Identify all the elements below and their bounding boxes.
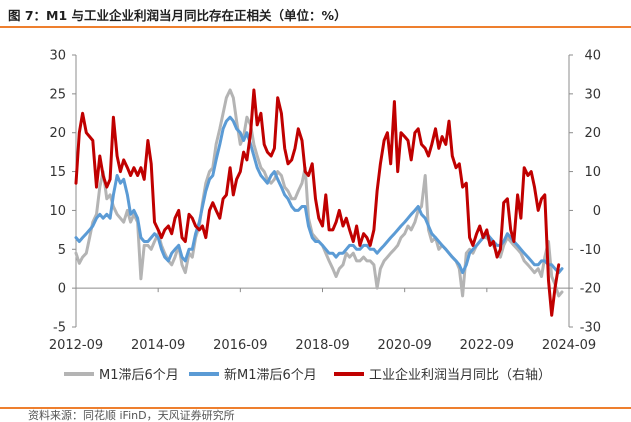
left-tick-label: 10 <box>49 204 66 219</box>
source-rule <box>0 407 631 409</box>
left-tick-label: 5 <box>58 243 66 258</box>
right-tick-label: 10 <box>584 165 601 180</box>
series-line-m1-lag <box>74 88 564 298</box>
right-tick-label: -30 <box>580 321 601 336</box>
legend-label: M1滞后6个月 <box>99 368 179 383</box>
series-line-profit-yoy <box>74 88 561 317</box>
right-tick-label: -20 <box>580 282 601 297</box>
left-tick-label: 15 <box>49 165 66 180</box>
chart-axes: -5 0 5 10 15 20 25 30 -30 -20 -10 0 10 20 30 40 2012-09 2… <box>49 49 601 354</box>
legend-label: 工业企业利润当月同比（右轴） <box>369 367 551 383</box>
legend-label: 新M1滞后6个月 <box>224 367 317 383</box>
left-tick-label: 25 <box>49 87 66 102</box>
chart-series <box>74 88 564 317</box>
left-tick-label: 0 <box>58 282 66 297</box>
x-tick-label: 2024-09 <box>542 338 596 353</box>
x-tick-label: 2012-09 <box>49 338 103 353</box>
right-tick-label: 20 <box>584 126 601 141</box>
x-tick-label: 2018-09 <box>295 338 349 353</box>
right-tick-label: 30 <box>584 87 601 102</box>
right-tick-label: 0 <box>593 204 601 219</box>
x-tick-label: 2014-09 <box>131 338 185 353</box>
title-rule <box>0 26 631 28</box>
x-tick-label: 2016-09 <box>213 338 267 353</box>
left-tick-label: 30 <box>49 49 66 64</box>
chart-title: 图 7：M1 与工业企业利润当月同比存在正相关（单位：%） <box>8 8 347 23</box>
right-tick-label: -10 <box>580 243 601 258</box>
left-tick-label: 20 <box>49 126 66 141</box>
source-note: 资料来源：同花顺 iFinD，天风证券研究所 <box>28 409 235 422</box>
left-tick-label: -5 <box>53 321 66 336</box>
right-tick-label: 40 <box>584 49 601 64</box>
chart-legend: M1滞后6个月 新M1滞后6个月 工业企业利润当月同比（右轴） <box>64 367 551 383</box>
x-tick-label: 2020-09 <box>378 338 432 353</box>
x-tick-label: 2022-09 <box>460 338 514 353</box>
series-line-new-m1-lag <box>74 115 564 275</box>
